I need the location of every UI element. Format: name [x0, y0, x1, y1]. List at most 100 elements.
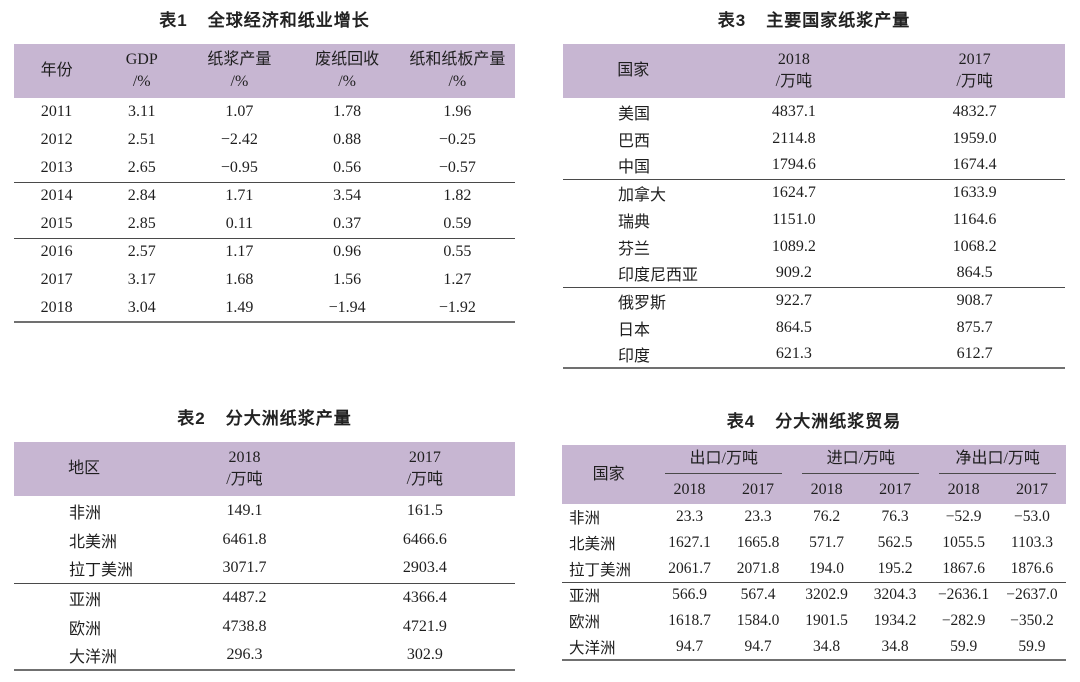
value-cell: 149.1 — [226, 501, 263, 519]
table-row: 2016 2.57 1.17 0.96 0.55 — [14, 237, 515, 266]
value-cell: 1055.5 — [942, 534, 985, 551]
table4-body: 非洲 23.3 23.3 76.2 76.3 −52.9 −53.0 北美洲 1627.1 166… — [562, 504, 1066, 660]
col-header-country: 国家 — [563, 44, 704, 98]
row-label-cell: 印度 — [618, 348, 651, 365]
table-row: 中国 1794.6 1674.4 — [563, 152, 1065, 179]
value-cell: 2114.8 — [772, 129, 816, 147]
value-cell: 3.04 — [127, 298, 156, 316]
table3-caption-title: 主要国家纸浆产量 — [766, 11, 911, 30]
table2-header: 地区 2018/万吨 2017/万吨 — [14, 442, 515, 496]
value-cell: 4721.9 — [402, 617, 447, 635]
value-cell: 1.27 — [443, 271, 472, 288]
value-cell: −0.57 — [438, 158, 476, 176]
table-row: 2011 3.11 1.07 1.78 1.96 — [14, 98, 515, 126]
row-label-cell: 欧洲 — [569, 614, 601, 631]
table4-section: 表4 分大洲纸浆贸易 国家 出口/万吨 进口/万吨 净出口/万吨 2018 201… — [562, 407, 1066, 661]
value-cell: 2.57 — [99, 237, 185, 266]
row-label-cell: 俄罗斯 — [563, 286, 704, 314]
value-cell: −53.0 — [1014, 508, 1050, 525]
col-header-net-2018: 2018 — [929, 476, 998, 504]
col-header-import-2018: 2018 — [792, 476, 861, 504]
table1-header: 年份 GDP/% 纸浆产量/% 废纸回收/% 纸和纸板产量/% — [14, 44, 515, 98]
table-row: 2015 2.85 0.11 0.37 0.59 — [14, 210, 515, 238]
col-header-export-2018: 2018 — [655, 476, 724, 504]
row-label-cell: 欧洲 — [69, 620, 102, 638]
table-row: 加拿大 1624.7 1633.9 — [563, 178, 1065, 206]
table-row: 非洲 149.1 161.5 — [14, 496, 515, 525]
value-cell: 3.11 — [128, 103, 156, 120]
value-cell: −282.9 — [941, 612, 986, 629]
table4-caption: 表4 分大洲纸浆贸易 — [562, 407, 1066, 432]
row-label-cell: 非洲 — [569, 510, 601, 527]
value-cell: 0.37 — [333, 214, 362, 232]
col-header-paper-board-output: 纸和纸板产量/% — [399, 44, 515, 98]
value-cell: −1.92 — [438, 298, 476, 316]
value-cell: 6461.8 — [222, 530, 267, 548]
col-header-wastepaper-recovery: 废纸回收/% — [294, 44, 400, 98]
value-cell: 94.7 — [675, 637, 704, 655]
value-cell: 59.9 — [950, 637, 978, 655]
header-row: 国家 2018/万吨 2017/万吨 — [563, 44, 1065, 98]
value-cell: 3.17 — [127, 271, 156, 288]
value-cell: 194.0 — [809, 559, 844, 577]
value-cell: 2.65 — [127, 158, 156, 176]
value-cell: 161.5 — [406, 501, 443, 519]
value-cell: 296.3 — [226, 646, 263, 663]
row-label-cell: 亚洲 — [14, 582, 155, 612]
value-cell: 1.07 — [225, 103, 254, 120]
value-cell: −0.95 — [220, 158, 258, 176]
table-row: 非洲 23.3 23.3 76.2 76.3 −52.9 −53.0 — [562, 504, 1066, 530]
table4: 国家 出口/万吨 进口/万吨 净出口/万吨 2018 2017 2018 201… — [562, 445, 1066, 661]
table1-body: 2011 3.11 1.07 1.78 1.96 2012 2.51 −2.42 0.88 −0.… — [14, 98, 515, 322]
table-row: 俄罗斯 922.7 908.7 — [563, 286, 1065, 314]
col-header-gdp: GDP/% — [99, 44, 185, 98]
value-cell: 6466.6 — [402, 530, 447, 548]
value-cell: 621.3 — [775, 345, 812, 362]
value-cell: 1103.3 — [1010, 534, 1053, 551]
value-cell: 4487.2 — [154, 582, 335, 612]
value-cell: 567.4 — [723, 581, 793, 608]
row-label-cell: 加拿大 — [563, 178, 704, 206]
table2-caption: 表2 分大洲纸浆产量 — [14, 404, 515, 429]
table-row: 巴西 2114.8 1959.0 — [563, 125, 1065, 152]
table-row: 拉丁美洲 3071.7 2903.4 — [14, 554, 515, 583]
value-cell: 0.56 — [333, 158, 362, 176]
value-cell: 0.96 — [294, 237, 400, 266]
value-cell: 1624.7 — [703, 178, 885, 206]
row-label-cell: 2016 — [14, 237, 100, 266]
value-cell: 1867.6 — [942, 559, 985, 577]
col-header-region: 地区 — [14, 442, 155, 496]
table2-body: 非洲 149.1 161.5 北美洲 6461.8 6466.6 拉丁美洲 3071.7 290… — [14, 496, 515, 670]
value-cell: 909.2 — [775, 264, 812, 282]
value-cell: 1.49 — [225, 298, 254, 316]
value-cell: 0.11 — [225, 214, 254, 232]
row-label-cell: 拉丁美洲 — [569, 561, 632, 579]
col-header-2018: 2018/万吨 — [154, 442, 335, 496]
row-label-cell: 瑞典 — [618, 213, 651, 231]
row-label-cell: 印度尼西亚 — [618, 267, 699, 285]
row-label-cell: 2017 — [40, 271, 73, 288]
value-cell: 864.5 — [956, 264, 993, 282]
col-header-import-2017: 2017 — [860, 476, 930, 504]
value-cell: 1.68 — [225, 271, 254, 288]
value-cell: 3.54 — [294, 181, 400, 210]
value-cell: 59.9 — [1018, 637, 1046, 655]
table-row: 拉丁美洲 2061.7 2071.8 194.0 195.2 1867.6 1876.6 — [562, 556, 1066, 582]
value-cell: 1794.6 — [771, 156, 816, 174]
value-cell: 76.3 — [881, 508, 909, 525]
value-cell: 1151.0 — [772, 210, 816, 228]
table-row: 美国 4837.1 4832.7 — [563, 98, 1065, 125]
table-row: 2012 2.51 −2.42 0.88 −0.25 — [14, 126, 515, 154]
header-row: 地区 2018/万吨 2017/万吨 — [14, 442, 515, 496]
table2-caption-label: 表2 — [177, 409, 206, 428]
value-cell: 1.82 — [399, 181, 515, 210]
row-label-cell: 美国 — [618, 105, 651, 123]
row-label-cell: 2018 — [40, 298, 73, 316]
value-cell: 1.78 — [333, 103, 362, 120]
value-cell: −52.9 — [945, 508, 982, 525]
row-label-cell: 日本 — [618, 321, 651, 339]
value-cell: 1.71 — [184, 181, 295, 210]
value-cell: 1.96 — [443, 103, 472, 120]
value-cell: 1584.0 — [736, 612, 780, 629]
